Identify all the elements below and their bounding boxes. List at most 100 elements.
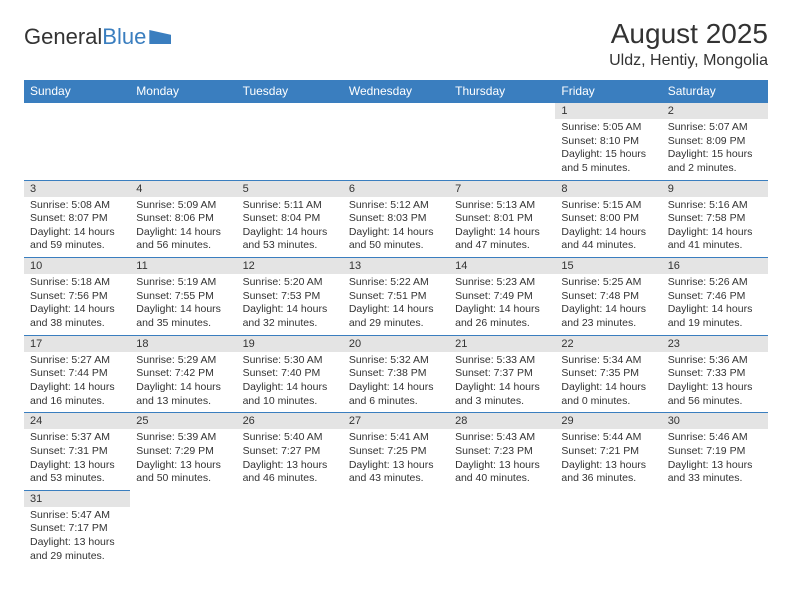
daylight-text: Daylight: 14 hours and 32 minutes.	[243, 303, 337, 330]
calendar-day: 10Sunrise: 5:18 AMSunset: 7:56 PMDayligh…	[24, 258, 130, 336]
sunset-text: Sunset: 7:49 PM	[455, 290, 549, 304]
weekday-header: Sunday	[24, 80, 130, 103]
day-number: 4	[130, 181, 236, 197]
weekday-header: Tuesday	[237, 80, 343, 103]
sunrise-text: Sunrise: 5:34 AM	[561, 354, 655, 368]
day-details: Sunrise: 5:05 AMSunset: 8:10 PMDaylight:…	[555, 119, 661, 180]
day-number: 11	[130, 258, 236, 274]
sunset-text: Sunset: 8:01 PM	[455, 212, 549, 226]
sunrise-text: Sunrise: 5:32 AM	[349, 354, 443, 368]
day-number: 22	[555, 336, 661, 352]
calendar-week: 31Sunrise: 5:47 AMSunset: 7:17 PMDayligh…	[24, 490, 768, 567]
sunset-text: Sunset: 8:07 PM	[30, 212, 124, 226]
calendar-day: 28 Sunrise: 5:43 AMSunset: 7:23 PMDayligh…	[449, 413, 555, 491]
day-details: Sunrise: 5:12 AMSunset: 8:03 PMDaylight:…	[343, 197, 449, 258]
calendar-day: 22Sunrise: 5:34 AMSunset: 7:35 PMDayligh…	[555, 335, 661, 413]
daylight-text: Daylight: 13 hours and 40 minutes.	[455, 459, 549, 486]
sunrise-text: Sunrise: 5:09 AM	[136, 199, 230, 213]
sunset-text: Sunset: 8:06 PM	[136, 212, 230, 226]
calendar-day: 9Sunrise: 5:16 AMSunset: 7:58 PMDaylight…	[662, 180, 768, 258]
sunrise-text: Sunrise: 5:44 AM	[561, 431, 655, 445]
daylight-text: Daylight: 13 hours and 29 minutes.	[30, 536, 124, 563]
day-details: Sunrise: 5:13 AMSunset: 8:01 PMDaylight:…	[449, 197, 555, 258]
calendar-week: 1Sunrise: 5:05 AMSunset: 8:10 PMDaylight…	[24, 103, 768, 181]
sunset-text: Sunset: 8:00 PM	[561, 212, 655, 226]
header: GeneralBlue August 2025 Uldz, Hentiy, Mo…	[24, 18, 768, 70]
calendar-day: 30Sunrise: 5:46 AMSunset: 7:19 PMDayligh…	[662, 413, 768, 491]
sunset-text: Sunset: 7:51 PM	[349, 290, 443, 304]
calendar-day: 26Sunrise: 5:40 AMSunset: 7:27 PMDayligh…	[237, 413, 343, 491]
sunrise-text: Sunrise: 5:29 AM	[136, 354, 230, 368]
day-details: Sunrise: 5:22 AMSunset: 7:51 PMDaylight:…	[343, 274, 449, 335]
day-details: Sunrise: 5:16 AMSunset: 7:58 PMDaylight:…	[662, 197, 768, 258]
calendar-day: 13Sunrise: 5:22 AMSunset: 7:51 PMDayligh…	[343, 258, 449, 336]
day-details: Sunrise: 5:07 AMSunset: 8:09 PMDaylight:…	[662, 119, 768, 180]
sunset-text: Sunset: 7:53 PM	[243, 290, 337, 304]
calendar-day: 12Sunrise: 5:20 AMSunset: 7:53 PMDayligh…	[237, 258, 343, 336]
day-details: Sunrise: 5:33 AMSunset: 7:37 PMDaylight:…	[449, 352, 555, 413]
calendar-day: 29Sunrise: 5:44 AMSunset: 7:21 PMDayligh…	[555, 413, 661, 491]
sunrise-text: Sunrise: 5:47 AM	[30, 509, 124, 523]
day-number: 1	[555, 103, 661, 119]
sunrise-text: Sunrise: 5:43 AM	[455, 431, 549, 445]
calendar-day: 19Sunrise: 5:30 AMSunset: 7:40 PMDayligh…	[237, 335, 343, 413]
logo-text-1: General	[24, 24, 102, 50]
sunrise-text: Sunrise: 5:08 AM	[30, 199, 124, 213]
daylight-text: Daylight: 13 hours and 53 minutes.	[30, 459, 124, 486]
calendar-day: 20Sunrise: 5:32 AMSunset: 7:38 PMDayligh…	[343, 335, 449, 413]
day-details: Sunrise: 5:44 AMSunset: 7:21 PMDaylight:…	[555, 429, 661, 490]
calendar-day: 11Sunrise: 5:19 AMSunset: 7:55 PMDayligh…	[130, 258, 236, 336]
daylight-text: Daylight: 14 hours and 50 minutes.	[349, 226, 443, 253]
calendar-empty-day	[662, 490, 768, 567]
day-details: Sunrise: 5:41 AMSunset: 7:25 PMDaylight:…	[343, 429, 449, 490]
daylight-text: Daylight: 14 hours and 44 minutes.	[561, 226, 655, 253]
daylight-text: Daylight: 13 hours and 33 minutes.	[668, 459, 762, 486]
sunset-text: Sunset: 7:33 PM	[668, 367, 762, 381]
calendar-day: 14Sunrise: 5:23 AMSunset: 7:49 PMDayligh…	[449, 258, 555, 336]
sunset-text: Sunset: 7:23 PM	[455, 445, 549, 459]
weekday-header: Saturday	[662, 80, 768, 103]
sunset-text: Sunset: 7:44 PM	[30, 367, 124, 381]
sunrise-text: Sunrise: 5:11 AM	[243, 199, 337, 213]
day-details: Sunrise: 5:26 AMSunset: 7:46 PMDaylight:…	[662, 274, 768, 335]
calendar-table: SundayMondayTuesdayWednesdayThursdayFrid…	[24, 80, 768, 567]
daylight-text: Daylight: 14 hours and 56 minutes.	[136, 226, 230, 253]
day-number: 27	[343, 413, 449, 429]
sunset-text: Sunset: 8:03 PM	[349, 212, 443, 226]
daylight-text: Daylight: 15 hours and 2 minutes.	[668, 148, 762, 175]
day-number: 25	[130, 413, 236, 429]
calendar-day: 18Sunrise: 5:29 AMSunset: 7:42 PMDayligh…	[130, 335, 236, 413]
daylight-text: Daylight: 14 hours and 3 minutes.	[455, 381, 549, 408]
day-details: Sunrise: 5:47 AMSunset: 7:17 PMDaylight:…	[24, 507, 130, 568]
day-details: Sunrise: 5:40 AMSunset: 7:27 PMDaylight:…	[237, 429, 343, 490]
sunset-text: Sunset: 7:42 PM	[136, 367, 230, 381]
sunset-text: Sunset: 7:46 PM	[668, 290, 762, 304]
calendar-day: 21Sunrise: 5:33 AMSunset: 7:37 PMDayligh…	[449, 335, 555, 413]
sunset-text: Sunset: 7:48 PM	[561, 290, 655, 304]
calendar-empty-day	[237, 103, 343, 181]
calendar-empty-day	[449, 490, 555, 567]
day-details: Sunrise: 5:37 AMSunset: 7:31 PMDaylight:…	[24, 429, 130, 490]
calendar-empty-day	[449, 103, 555, 181]
sunrise-text: Sunrise: 5:33 AM	[455, 354, 549, 368]
day-number: 28	[449, 413, 555, 429]
sunset-text: Sunset: 8:04 PM	[243, 212, 337, 226]
sunrise-text: Sunrise: 5:41 AM	[349, 431, 443, 445]
daylight-text: Daylight: 14 hours and 59 minutes.	[30, 226, 124, 253]
sunset-text: Sunset: 7:55 PM	[136, 290, 230, 304]
sunrise-text: Sunrise: 5:30 AM	[243, 354, 337, 368]
sunrise-text: Sunrise: 5:16 AM	[668, 199, 762, 213]
daylight-text: Daylight: 14 hours and 6 minutes.	[349, 381, 443, 408]
day-number: 18	[130, 336, 236, 352]
day-details: Sunrise: 5:15 AMSunset: 8:00 PMDaylight:…	[555, 197, 661, 258]
logo: GeneralBlue	[24, 24, 171, 50]
sunrise-text: Sunrise: 5:13 AM	[455, 199, 549, 213]
month-title: August 2025	[609, 18, 768, 50]
sunset-text: Sunset: 7:37 PM	[455, 367, 549, 381]
sunset-text: Sunset: 7:40 PM	[243, 367, 337, 381]
weekday-header-row: SundayMondayTuesdayWednesdayThursdayFrid…	[24, 80, 768, 103]
day-number: 20	[343, 336, 449, 352]
day-number: 19	[237, 336, 343, 352]
calendar-empty-day	[130, 103, 236, 181]
day-number: 14	[449, 258, 555, 274]
